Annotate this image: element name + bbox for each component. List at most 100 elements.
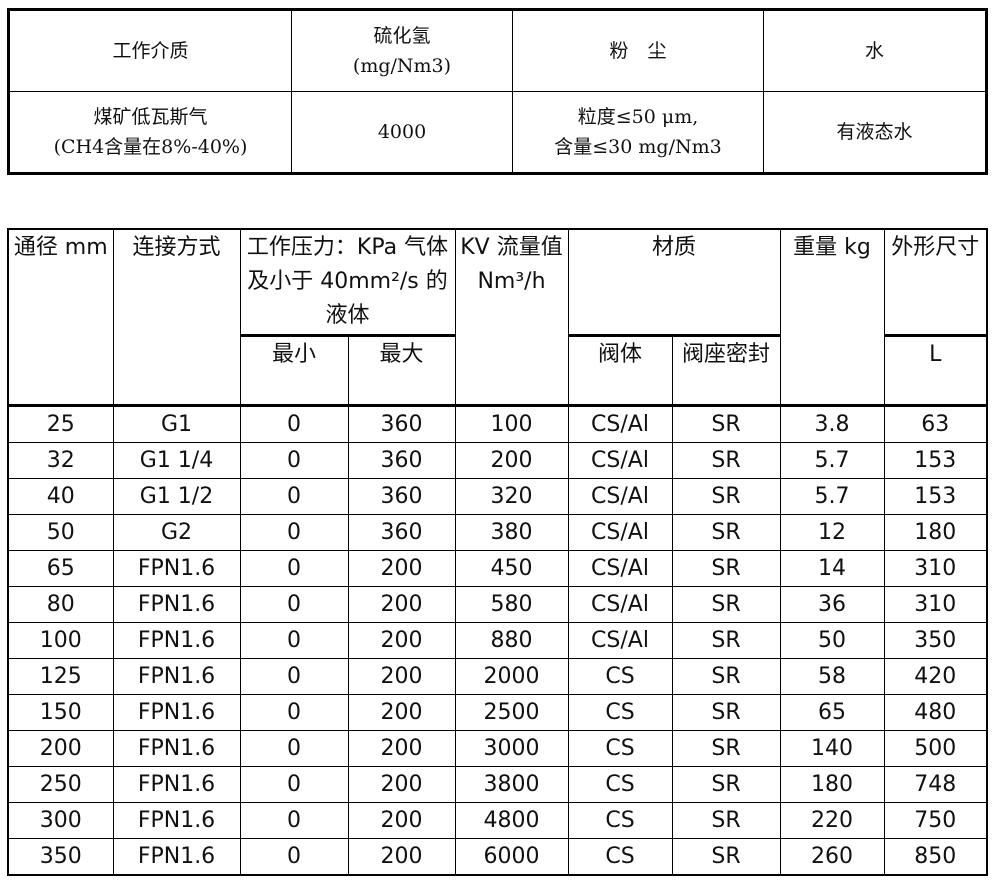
header-medium: 工作介质	[8, 9, 292, 92]
header-weight: 重量 kg	[779, 228, 885, 406]
table-cell: SR	[671, 766, 781, 803]
table-cell: 32	[7, 442, 114, 479]
cell-medium: 煤矿低瓦斯气 (CH4含量在8%-40%)	[8, 91, 292, 174]
header-kv: KV 流量值 Nm³/h	[454, 228, 569, 406]
cell-dust: 粒度≤50 μm, 含量≤30 mg/Nm3	[512, 91, 764, 174]
table-cell: 220	[779, 802, 885, 839]
table-cell: 65	[7, 550, 114, 587]
table-cell: CS	[567, 802, 673, 839]
table-cell: FPN1.6	[112, 586, 241, 623]
table-cell: 360	[347, 404, 456, 443]
table-row: 300 FPN1.6 0 200 4800 CS SR 220 750	[7, 802, 988, 839]
table-cell: 65	[779, 694, 885, 731]
table-cell: CS	[567, 658, 673, 695]
header-diameter: 通径 mm	[7, 228, 114, 406]
table-cell: CS/Al	[567, 478, 673, 515]
table-cell: 80	[7, 586, 114, 623]
table-cell: 200	[347, 766, 456, 803]
table-cell: 0	[239, 622, 349, 659]
table-cell: 310	[883, 550, 988, 587]
table-cell: FPN1.6	[112, 694, 241, 731]
table-row: 100 FPN1.6 0 200 880 CS/Al SR 50 350	[7, 622, 988, 659]
table-cell: SR	[671, 586, 781, 623]
table-cell: 750	[883, 802, 988, 839]
table-cell: 14	[779, 550, 885, 587]
table-cell: 180	[779, 766, 885, 803]
table-cell: 150	[7, 694, 114, 731]
header-pmax: 最大	[347, 334, 456, 406]
table-cell: FPN1.6	[112, 730, 241, 767]
header-pressure: 工作压力：KPa 气体及小于 40mm²/s 的液体	[239, 228, 456, 336]
table-cell: CS	[567, 838, 673, 876]
header-material: 材质	[567, 228, 781, 336]
table-cell: 310	[883, 586, 988, 623]
table-cell: 0	[239, 658, 349, 695]
table-cell: 2500	[454, 694, 569, 731]
table-cell: SR	[671, 694, 781, 731]
table-row: 200 FPN1.6 0 200 3000 CS SR 140 500	[7, 730, 988, 767]
table-cell: FPN1.6	[112, 838, 241, 876]
table-row: 50 G2 0 360 380 CS/Al SR 12 180	[7, 514, 988, 551]
table-cell: FPN1.6	[112, 802, 241, 839]
table-cell: CS/Al	[567, 514, 673, 551]
header-water: 水	[763, 9, 987, 92]
table-cell: 500	[883, 730, 988, 767]
header-pmin: 最小	[239, 334, 349, 406]
table-cell: 0	[239, 550, 349, 587]
table-cell: 320	[454, 478, 569, 515]
table-cell: 200	[347, 622, 456, 659]
table-cell: 5.7	[779, 478, 885, 515]
table-cell: 58	[779, 658, 885, 695]
table-cell: 63	[883, 404, 988, 443]
table-cell: 40	[7, 478, 114, 515]
table-cell: 5.7	[779, 442, 885, 479]
table-cell: 0	[239, 404, 349, 443]
header-dust: 粉 尘	[512, 9, 764, 92]
table-cell: FPN1.6	[112, 766, 241, 803]
table-row: 125 FPN1.6 0 200 2000 CS SR 58 420	[7, 658, 988, 695]
table-cell: 0	[239, 802, 349, 839]
table-cell: 748	[883, 766, 988, 803]
table-cell: 50	[7, 514, 114, 551]
table-row: 65 FPN1.6 0 200 450 CS/Al SR 14 310	[7, 550, 988, 587]
table-cell: G1	[112, 404, 241, 443]
table-cell: 100	[454, 404, 569, 443]
table-cell: CS/Al	[567, 404, 673, 443]
table-cell: 100	[7, 622, 114, 659]
header-h2s: 硫化氢 (mg/Nm3)	[291, 9, 513, 92]
cell-h2s: 4000	[291, 91, 513, 174]
table-cell: 153	[883, 478, 988, 515]
header-seal: 阀座密封	[671, 334, 781, 406]
table-cell: 4800	[454, 802, 569, 839]
table-cell: 25	[7, 404, 114, 443]
table-cell: 360	[347, 478, 456, 515]
table-cell: SR	[671, 442, 781, 479]
table-cell: 360	[347, 514, 456, 551]
table-cell: 0	[239, 586, 349, 623]
table-cell: 0	[239, 442, 349, 479]
table-cell: G1 1/2	[112, 478, 241, 515]
table-cell: 260	[779, 838, 885, 876]
table-cell: CS	[567, 766, 673, 803]
table-cell: 880	[454, 622, 569, 659]
table-cell: 200	[454, 442, 569, 479]
header-L: L	[883, 334, 988, 406]
table-cell: 3000	[454, 730, 569, 767]
table-cell: FPN1.6	[112, 658, 241, 695]
table-cell: FPN1.6	[112, 622, 241, 659]
table-cell: SR	[671, 802, 781, 839]
table-cell: 200	[347, 586, 456, 623]
table-cell: 420	[883, 658, 988, 695]
table-cell: FPN1.6	[112, 550, 241, 587]
table-cell: CS/Al	[567, 550, 673, 587]
table-row: 32 G1 1/4 0 360 200 CS/Al SR 5.7 153	[7, 442, 988, 479]
table-cell: 3.8	[779, 404, 885, 443]
table-cell: SR	[671, 730, 781, 767]
table-cell: 0	[239, 766, 349, 803]
table-cell: 50	[779, 622, 885, 659]
table-cell: 6000	[454, 838, 569, 876]
table-cell: 300	[7, 802, 114, 839]
table-cell: CS	[567, 730, 673, 767]
table-row: 150 FPN1.6 0 200 2500 CS SR 65 480	[7, 694, 988, 731]
header-connection: 连接方式	[112, 228, 241, 406]
